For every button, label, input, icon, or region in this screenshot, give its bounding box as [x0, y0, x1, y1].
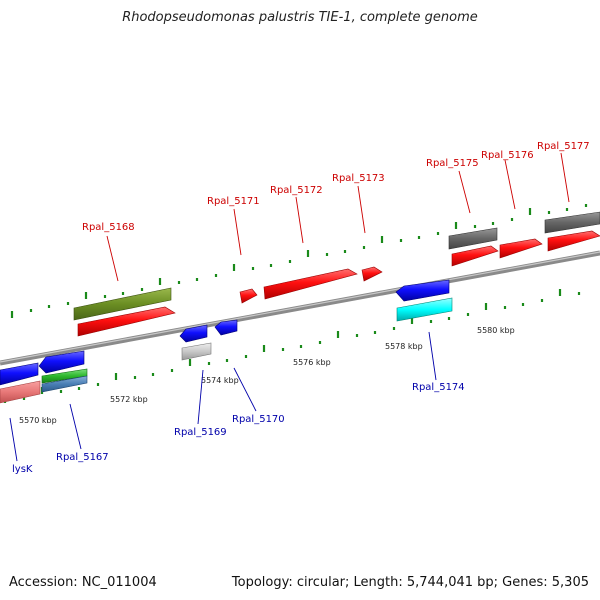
- gene-label-rpal-5177[interactable]: Rpal_5177: [537, 141, 590, 152]
- feature-rpal-5176[interactable]: [499, 238, 543, 259]
- upper-tick-row: [10, 204, 588, 318]
- feature-rpal-5175-gray[interactable]: [448, 227, 498, 250]
- scale-label-5576: 5576 kbp: [293, 358, 331, 367]
- gene-label-rpal-5171[interactable]: Rpal_5171: [207, 196, 260, 207]
- feature-rpal-5167[interactable]: [38, 350, 85, 374]
- accession-text: Accession: NC_011004: [9, 575, 157, 590]
- feature-rpal-5175[interactable]: [451, 245, 499, 267]
- feature-rpal-5169-light[interactable]: [181, 342, 212, 361]
- gene-label-lysk[interactable]: lysK: [12, 464, 33, 475]
- scale-label-5578: 5578 kbp: [385, 342, 423, 351]
- feature-rpal-5168[interactable]: [77, 306, 176, 337]
- scale-label-5574: 5574 kbp: [201, 376, 239, 385]
- scale-label-5580: 5580 kbp: [477, 326, 515, 335]
- feature-rpal-5168-olive[interactable]: [73, 287, 172, 321]
- gene-label-rpal-5168[interactable]: Rpal_5168: [82, 222, 135, 233]
- gene-label-rpal-5176[interactable]: Rpal_5176: [481, 150, 534, 161]
- gene-label-rpal-5175[interactable]: Rpal_5175: [426, 158, 479, 169]
- scale-label-5570: 5570 kbp: [19, 416, 57, 425]
- feature-rpal-5177-gray[interactable]: [544, 211, 600, 234]
- label-leader-lines: [9, 152, 570, 462]
- feature-rpal-5172[interactable]: [263, 268, 358, 300]
- feature-rpal-5173[interactable]: [361, 266, 383, 282]
- genome-backbone: [0, 250, 600, 366]
- feature-rpal-5177[interactable]: [547, 230, 600, 252]
- gene-label-rpal-5169[interactable]: Rpal_5169: [174, 427, 227, 438]
- feature-lysk[interactable]: [0, 362, 39, 386]
- feature-rpal-5174[interactable]: [395, 279, 450, 302]
- genome-summary-text: Topology: circular; Length: 5,744,041 bp…: [231, 575, 589, 590]
- gene-label-rpal-5170[interactable]: Rpal_5170: [232, 414, 285, 425]
- gene-label-rpal-5172[interactable]: Rpal_5172: [270, 185, 323, 196]
- gene-label-rpal-5174[interactable]: Rpal_5174: [412, 382, 465, 393]
- feature-rpal-5171[interactable]: [239, 288, 258, 304]
- gene-label-rpal-5167[interactable]: Rpal_5167: [56, 452, 109, 463]
- feature-rpal-5174-cyan[interactable]: [396, 297, 453, 322]
- feature-rpal-5167-steel[interactable]: [41, 375, 88, 393]
- gene-label-rpal-5173[interactable]: Rpal_5173: [332, 173, 385, 184]
- feature-lysk-pink[interactable]: [0, 380, 41, 404]
- scale-label-5572: 5572 kbp: [110, 395, 148, 404]
- feature-rpal-5169[interactable]: [179, 324, 208, 343]
- feature-rpal-5170[interactable]: [214, 319, 238, 336]
- map-title: Rhodopseudomonas palustris TIE-1, comple…: [122, 10, 478, 25]
